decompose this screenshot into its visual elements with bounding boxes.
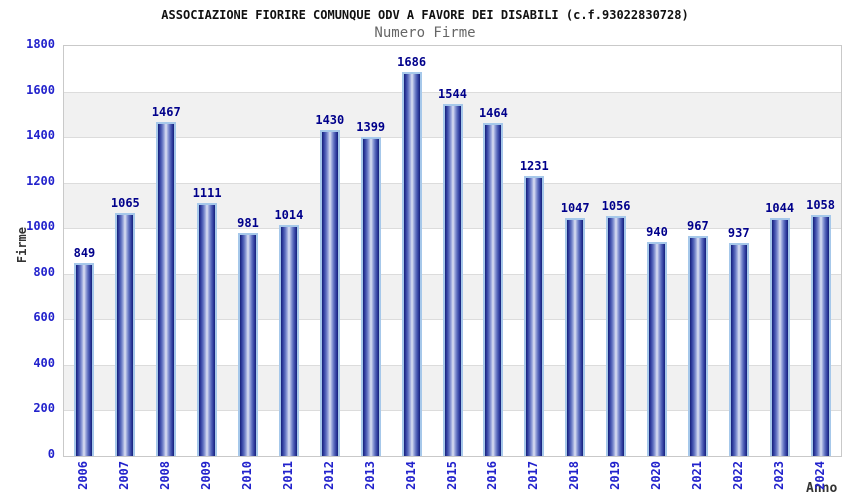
x-tick-2018: 2018	[567, 461, 582, 490]
bar-2016	[483, 122, 504, 456]
y-tick-600: 600	[33, 310, 55, 325]
y-tick-800: 800	[33, 264, 55, 279]
y-tick-200: 200	[33, 401, 55, 416]
bar-value-label-2011: 1014	[274, 208, 304, 222]
x-tick-2015: 2015	[444, 461, 459, 490]
x-tick-2006: 2006	[76, 461, 91, 490]
bar-2021	[687, 235, 708, 456]
bar-value-label-2018: 1047	[560, 200, 590, 215]
bar-2023	[769, 218, 790, 456]
bar-2022	[728, 242, 749, 456]
bar-value-label-2017: 1231	[519, 158, 549, 173]
x-tick-2019: 2019	[608, 461, 623, 490]
bar-2009	[197, 202, 218, 456]
x-tick-2020: 2020	[649, 461, 663, 490]
bar-value-label-2010: 981	[237, 215, 259, 230]
x-tick-2009: 2009	[199, 461, 214, 490]
x-tick-2024: 2024	[812, 461, 827, 490]
y-tick-1800: 1800	[26, 37, 55, 51]
x-tick-2012: 2012	[321, 461, 336, 490]
bar-value-label-2021: 967	[687, 218, 709, 233]
x-tick-2010: 2010	[240, 461, 254, 490]
bar-value-label-2012: 1430	[315, 113, 345, 128]
bar-value-label-2022: 937	[727, 225, 750, 240]
bar-value-label-2014: 1686	[397, 55, 427, 69]
bar-value-label-2016: 1464	[478, 105, 508, 120]
bar-2007	[115, 213, 136, 456]
bar-2015	[442, 104, 463, 456]
bar-2008	[156, 121, 177, 456]
x-tick-2011: 2011	[280, 461, 295, 490]
gridline	[64, 91, 841, 93]
bar-2014	[401, 72, 422, 456]
bar-2012	[319, 130, 340, 456]
bar-2013	[360, 137, 381, 456]
plot-area: 849 1065 1467 1111 981 1014 1430 1399 1686 1544 14…	[63, 45, 842, 457]
bar-value-label-2009: 1111	[192, 185, 222, 200]
x-axis-title: Anno	[806, 481, 838, 496]
x-tick-2017: 2017	[526, 461, 541, 490]
bar-value-label-2019: 1056	[601, 198, 631, 213]
y-tick-0: 0	[47, 447, 55, 461]
y-tick-1400: 1400	[26, 128, 55, 143]
bar-value-label-2007: 1065	[110, 196, 140, 211]
y-tick-1600: 1600	[26, 82, 55, 97]
y-tick-400: 400	[33, 355, 55, 370]
bar-value-label-2015: 1544	[438, 87, 467, 102]
y-tick-1200: 1200	[26, 173, 55, 188]
chart-title: ASSOCIAZIONE FIORIRE COMUNQUE ODV A FAVO…	[161, 8, 689, 22]
x-tick-2022: 2022	[730, 461, 745, 490]
bar-value-label-2023: 1044	[765, 201, 795, 216]
chart-subtitle: Numero Firme	[374, 25, 476, 41]
y-tick-1000: 1000	[26, 219, 55, 234]
x-tick-2023: 2023	[771, 461, 786, 490]
bar-value-label-2024: 1058	[806, 198, 835, 212]
bar-2019	[606, 215, 627, 456]
bar-value-label-2008: 1467	[151, 104, 181, 119]
bar-2010	[238, 232, 259, 456]
bar-2020	[646, 241, 667, 456]
x-tick-2021: 2021	[689, 461, 704, 490]
x-tick-2007: 2007	[117, 461, 132, 490]
bar-2006	[74, 262, 95, 456]
bar-2024	[810, 215, 831, 456]
x-tick-2013: 2013	[362, 461, 377, 490]
bar-2011	[278, 225, 299, 456]
bar-value-label-2013: 1399	[356, 120, 386, 135]
bar-value-label-2020: 940	[646, 224, 668, 239]
bar-2018	[565, 217, 586, 456]
x-tick-2016: 2016	[485, 461, 500, 490]
bar-2017	[524, 175, 545, 456]
x-tick-2008: 2008	[158, 461, 173, 490]
bar-value-label-2006: 849	[73, 245, 96, 260]
x-tick-2014: 2014	[403, 461, 418, 490]
